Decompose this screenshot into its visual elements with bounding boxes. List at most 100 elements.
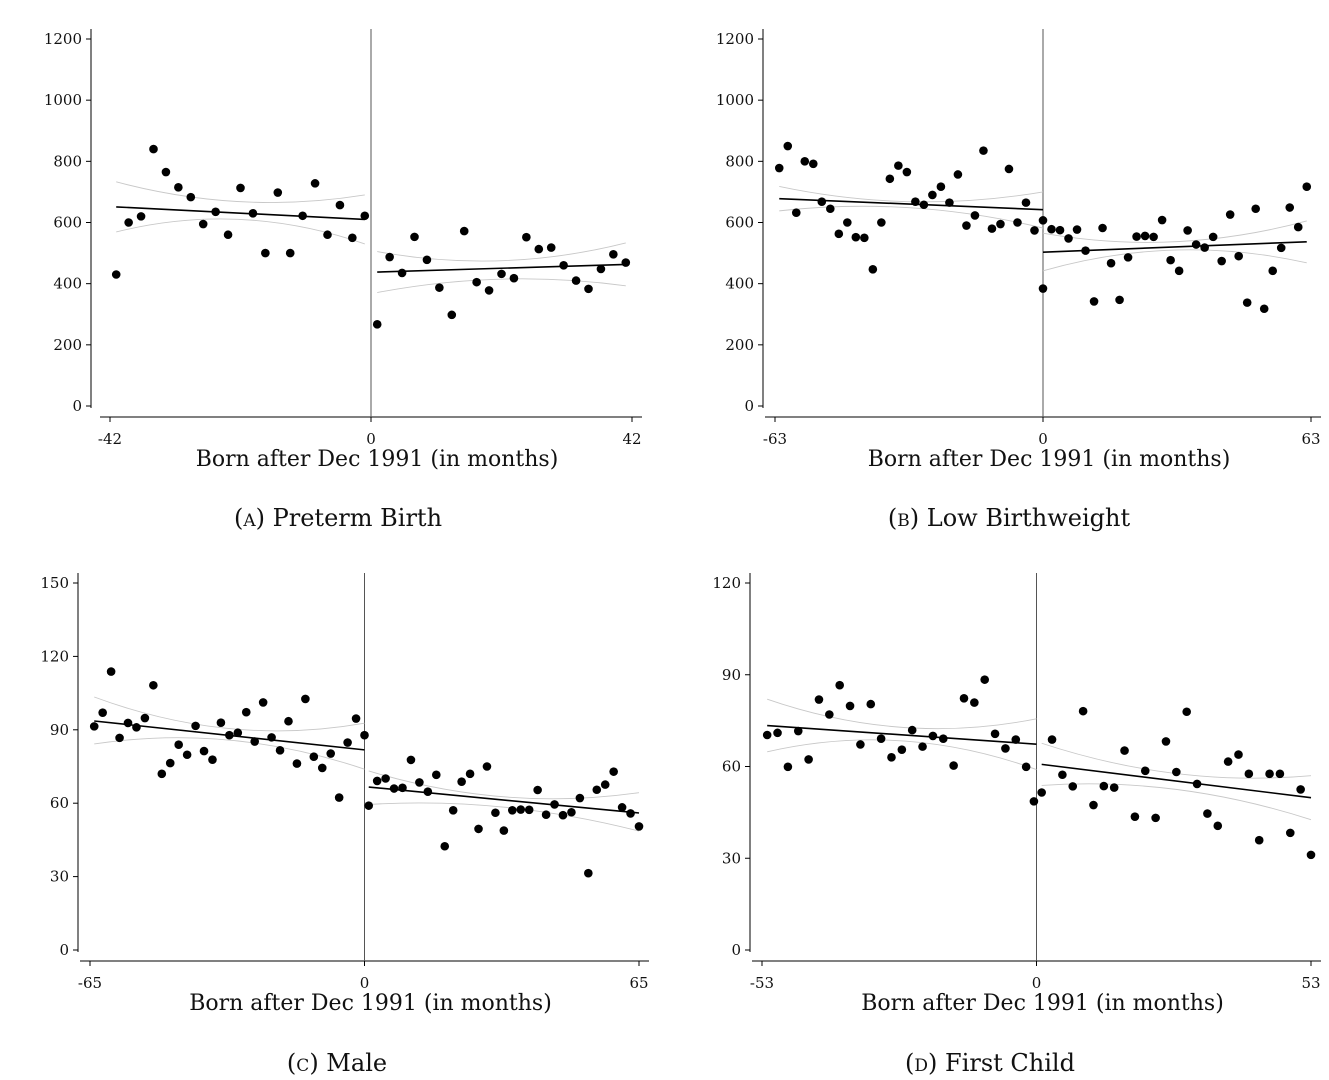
data-point xyxy=(1109,783,1119,792)
panel-caption: (B) Low Birthweight xyxy=(888,504,1131,532)
data-point xyxy=(1174,266,1184,276)
ci-left-upper-band xyxy=(116,181,365,203)
data-point xyxy=(326,749,336,758)
data-point xyxy=(1081,246,1090,255)
panel-caption: (C) Male xyxy=(287,1049,387,1077)
data-point xyxy=(301,694,310,704)
ci-left-lower-band xyxy=(94,737,365,770)
y-tick-label: 1200 xyxy=(716,30,754,48)
x-tick-label: -65 xyxy=(78,974,102,992)
data-point xyxy=(1115,295,1124,305)
data-point xyxy=(1058,770,1067,780)
data-point xyxy=(431,770,441,780)
data-point xyxy=(157,769,167,779)
data-point xyxy=(887,753,896,762)
y-tick-label: 1200 xyxy=(44,30,82,48)
data-point xyxy=(149,144,158,154)
data-point xyxy=(459,226,469,236)
data-point xyxy=(310,179,320,188)
data-point xyxy=(1011,735,1021,744)
data-point xyxy=(474,824,483,834)
y-tick-label: 0 xyxy=(72,397,82,415)
data-point xyxy=(258,698,268,707)
data-point xyxy=(1285,203,1295,212)
data-point xyxy=(584,868,593,878)
data-point xyxy=(484,286,494,295)
y-tick-label: 30 xyxy=(722,849,741,867)
data-point xyxy=(448,805,458,815)
data-point xyxy=(292,759,302,768)
data-point xyxy=(945,198,954,207)
data-point xyxy=(423,787,433,797)
y-tick-label: 200 xyxy=(725,336,754,354)
data-point xyxy=(817,197,827,207)
y-tick-label: 400 xyxy=(725,275,754,293)
fit-right-line xyxy=(1041,763,1312,799)
data-point xyxy=(617,803,627,812)
data-point xyxy=(351,714,361,723)
data-point xyxy=(919,200,929,210)
data-point xyxy=(397,268,407,278)
data-point xyxy=(938,734,948,743)
data-point xyxy=(1106,258,1116,268)
data-point xyxy=(979,146,988,155)
data-point xyxy=(804,755,813,764)
data-point xyxy=(609,767,618,776)
data-point xyxy=(814,695,824,704)
y-tick-label: 0 xyxy=(731,941,741,959)
data-point xyxy=(124,218,133,227)
data-point xyxy=(1161,737,1171,746)
data-point xyxy=(1208,232,1218,242)
data-point xyxy=(783,762,793,772)
x-tick-label: 0 xyxy=(360,974,370,992)
data-point xyxy=(1302,182,1312,192)
data-point xyxy=(335,200,345,210)
data-point xyxy=(216,718,226,728)
data-point xyxy=(275,746,285,755)
ci-left-lower-band xyxy=(779,205,1044,229)
data-point xyxy=(372,320,382,329)
data-point xyxy=(174,740,183,750)
data-point xyxy=(261,248,270,258)
data-point xyxy=(348,233,357,243)
data-point xyxy=(522,232,531,242)
data-point xyxy=(970,698,979,707)
data-point xyxy=(89,722,99,731)
data-point xyxy=(1276,243,1286,253)
data-point xyxy=(962,221,971,230)
data-point xyxy=(800,157,810,166)
y-tick-label: 600 xyxy=(53,214,82,232)
data-point xyxy=(165,758,175,768)
data-point xyxy=(499,826,509,835)
data-point xyxy=(1191,240,1201,249)
data-point xyxy=(1099,781,1109,791)
data-point xyxy=(1021,198,1031,207)
x-axis-title: Born after Dec 1991 (in months) xyxy=(868,447,1231,472)
data-point xyxy=(1047,224,1056,234)
data-point xyxy=(1029,797,1039,806)
data-point xyxy=(1001,744,1010,753)
panel-3: 0 30 60 90 120 150 -65 0 65 Born after Dec 1991 (… xyxy=(40,573,649,1077)
x-tick-label: 53 xyxy=(1301,974,1320,992)
data-point xyxy=(584,284,593,294)
data-point xyxy=(98,708,107,717)
data-point xyxy=(1120,746,1129,755)
data-point xyxy=(546,243,556,252)
data-point xyxy=(1038,284,1048,293)
data-point xyxy=(343,738,352,747)
fit-right-line xyxy=(377,263,626,273)
data-point xyxy=(1182,707,1191,717)
ci-left-lower-band xyxy=(116,218,365,245)
x-axis-title: Born after Dec 1991 (in months) xyxy=(196,447,559,472)
data-point xyxy=(911,197,920,207)
data-point xyxy=(970,211,980,220)
data-point xyxy=(928,190,937,200)
y-tick-label: 90 xyxy=(722,666,741,684)
data-point xyxy=(600,780,610,789)
x-tick-label: -42 xyxy=(98,430,122,448)
data-point xyxy=(1306,850,1316,860)
data-point xyxy=(541,810,551,819)
panel-caption: (D) First Child xyxy=(905,1049,1075,1077)
y-tick-label: 800 xyxy=(725,152,754,170)
data-point xyxy=(918,742,927,751)
